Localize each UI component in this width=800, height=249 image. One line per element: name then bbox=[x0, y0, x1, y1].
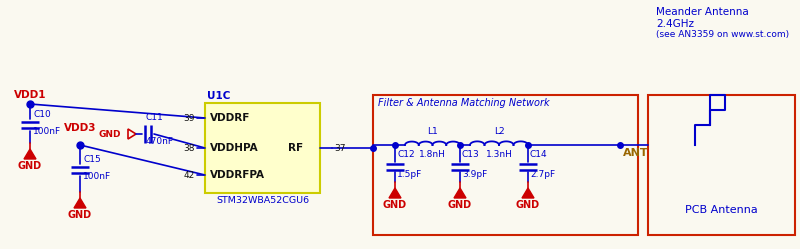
Text: GND: GND bbox=[516, 200, 540, 210]
FancyBboxPatch shape bbox=[205, 103, 320, 193]
Polygon shape bbox=[389, 188, 401, 198]
Text: VDDRF: VDDRF bbox=[210, 113, 250, 123]
Text: VDDHPA: VDDHPA bbox=[210, 143, 258, 153]
Text: PCB Antenna: PCB Antenna bbox=[685, 205, 758, 215]
Text: GND: GND bbox=[383, 200, 407, 210]
Text: (see AN3359 on www.st.com): (see AN3359 on www.st.com) bbox=[656, 30, 789, 39]
Polygon shape bbox=[74, 198, 86, 208]
Text: C13: C13 bbox=[462, 150, 480, 159]
Text: 100nF: 100nF bbox=[83, 172, 111, 181]
Text: C14: C14 bbox=[530, 150, 548, 159]
Text: 100nF: 100nF bbox=[33, 127, 61, 136]
Text: C11: C11 bbox=[146, 113, 164, 122]
Text: 42: 42 bbox=[184, 171, 195, 180]
Text: RF: RF bbox=[288, 143, 303, 153]
Text: 2.7pF: 2.7pF bbox=[530, 170, 555, 179]
Polygon shape bbox=[522, 188, 534, 198]
Text: 37: 37 bbox=[334, 143, 346, 152]
Text: L2: L2 bbox=[494, 127, 504, 136]
Text: 1.3nH: 1.3nH bbox=[486, 150, 513, 159]
Text: C15: C15 bbox=[83, 155, 101, 164]
Text: 1.5pF: 1.5pF bbox=[397, 170, 422, 179]
Text: U1C: U1C bbox=[207, 91, 230, 101]
Text: GND: GND bbox=[448, 200, 472, 210]
Text: C10: C10 bbox=[33, 110, 50, 119]
Text: 1.8nH: 1.8nH bbox=[419, 150, 446, 159]
Polygon shape bbox=[24, 149, 36, 159]
Text: L1: L1 bbox=[427, 127, 438, 136]
Text: GND: GND bbox=[68, 210, 92, 220]
Text: Filter & Antenna Matching Network: Filter & Antenna Matching Network bbox=[378, 98, 550, 108]
Text: 39: 39 bbox=[183, 114, 195, 123]
Text: GND: GND bbox=[18, 161, 42, 171]
Text: VDD3: VDD3 bbox=[64, 123, 96, 133]
Text: 38: 38 bbox=[183, 143, 195, 152]
Text: 2.4GHz: 2.4GHz bbox=[656, 19, 694, 29]
Text: C12: C12 bbox=[397, 150, 414, 159]
Polygon shape bbox=[454, 188, 466, 198]
Text: VDDRFPA: VDDRFPA bbox=[210, 170, 265, 180]
Text: ANT: ANT bbox=[623, 148, 649, 158]
Text: Meander Antenna: Meander Antenna bbox=[656, 7, 749, 17]
Text: 470nF: 470nF bbox=[146, 137, 174, 146]
Text: 3.9pF: 3.9pF bbox=[462, 170, 487, 179]
Text: STM32WBA52CGU6: STM32WBA52CGU6 bbox=[216, 196, 309, 205]
Text: GND: GND bbox=[98, 129, 122, 138]
Text: VDD1: VDD1 bbox=[14, 90, 46, 100]
